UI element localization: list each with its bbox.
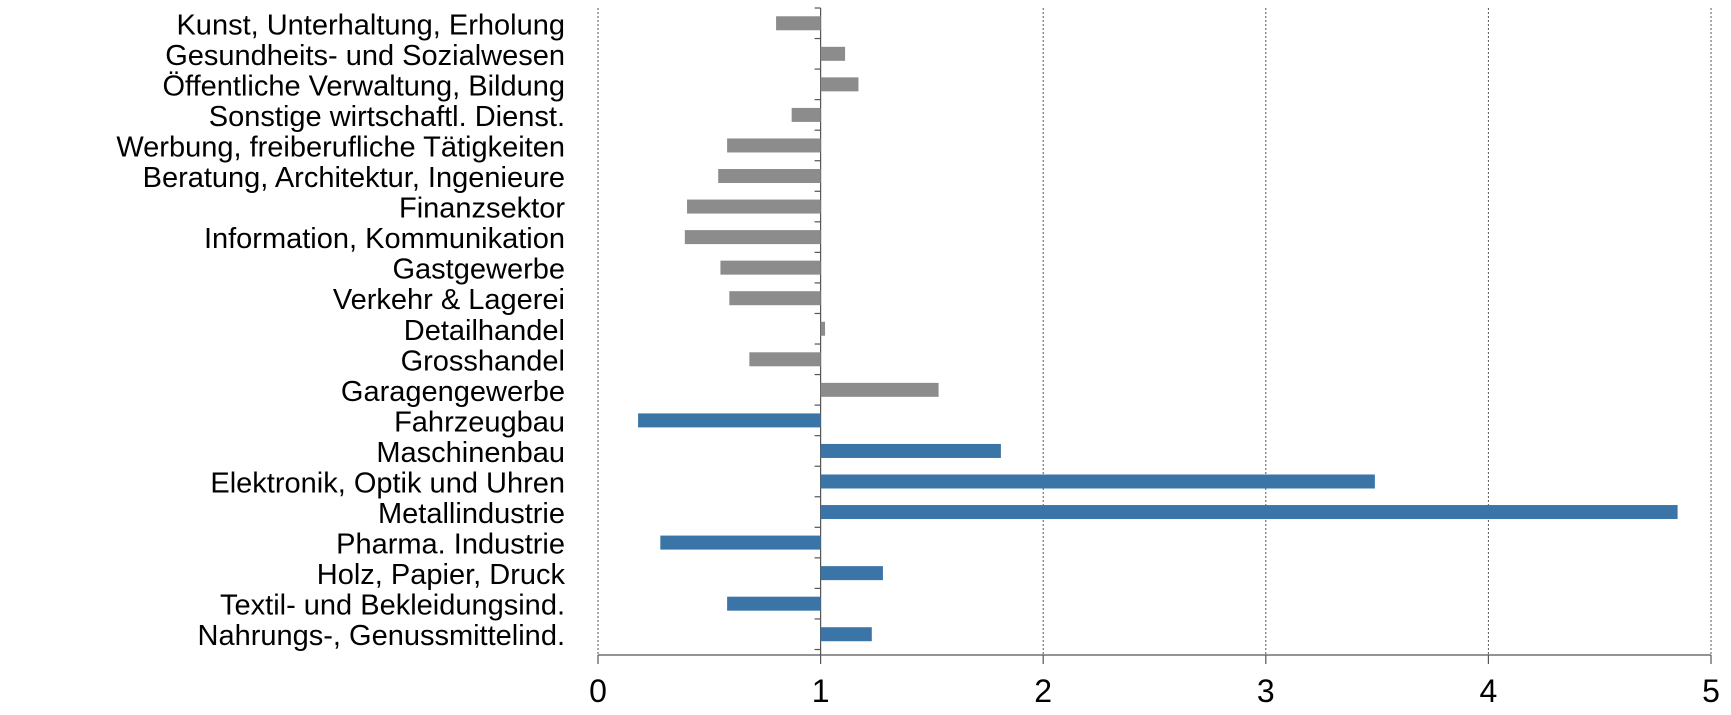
bar — [687, 199, 821, 214]
x-tick-label: 3 — [1257, 673, 1275, 709]
category-label: Information, Kommunikation — [204, 223, 565, 255]
category-label: Garagengewerbe — [341, 376, 565, 408]
bar — [638, 413, 821, 428]
bar — [729, 291, 821, 306]
category-label: Elektronik, Optik und Uhren — [210, 467, 565, 499]
bar — [791, 107, 821, 122]
x-tick-label: 2 — [1034, 673, 1052, 709]
grid-lines — [597, 8, 1712, 655]
bar — [820, 46, 846, 61]
bar — [820, 382, 939, 397]
bar — [820, 321, 826, 336]
bars — [638, 16, 1678, 642]
bar — [820, 474, 1375, 489]
category-label: Sonstige wirtschaftl. Dienst. — [209, 101, 565, 133]
category-label: Beratung, Architektur, Ingenieure — [143, 162, 565, 194]
category-label: Verkehr & Lagerei — [333, 284, 565, 316]
x-tick-label: 5 — [1702, 673, 1720, 709]
bar — [718, 169, 821, 184]
bar — [727, 596, 821, 611]
bar — [820, 505, 1678, 520]
category-label: Finanzsektor — [399, 193, 565, 225]
bar — [820, 77, 859, 92]
category-label: Grosshandel — [401, 345, 565, 377]
category-label: Öffentliche Verwaltung, Bildung — [162, 70, 565, 102]
x-tick-label: 1 — [812, 673, 830, 709]
x-tick-label: 4 — [1480, 673, 1498, 709]
bar — [727, 138, 821, 153]
category-label: Gastgewerbe — [393, 254, 566, 286]
bar — [776, 16, 821, 31]
category-label: Metallindustrie — [378, 498, 565, 530]
category-label: Textil- und Bekleidungsind. — [220, 590, 565, 622]
category-label: Nahrungs-, Genussmittelind. — [198, 620, 566, 652]
bar — [684, 230, 821, 245]
category-label: Werbung, freiberufliche Tätigkeiten — [116, 131, 565, 163]
bar — [820, 566, 883, 581]
bar — [660, 535, 821, 550]
category-label: Holz, Papier, Druck — [317, 559, 566, 591]
category-label: Pharma. Industrie — [336, 529, 565, 561]
x-tick-label: 0 — [589, 673, 607, 709]
bar — [820, 627, 872, 642]
bar — [820, 443, 1001, 458]
bar — [749, 352, 821, 367]
category-label: Kunst, Unterhaltung, Erholung — [176, 9, 565, 41]
bar — [720, 260, 821, 275]
category-label: Maschinenbau — [376, 437, 565, 469]
category-labels: Kunst, Unterhaltung, ErholungGesundheits… — [116, 9, 565, 652]
category-label: Fahrzeugbau — [394, 406, 565, 438]
category-label: Detailhandel — [404, 315, 565, 347]
category-label: Gesundheits- und Sozialwesen — [165, 40, 565, 72]
